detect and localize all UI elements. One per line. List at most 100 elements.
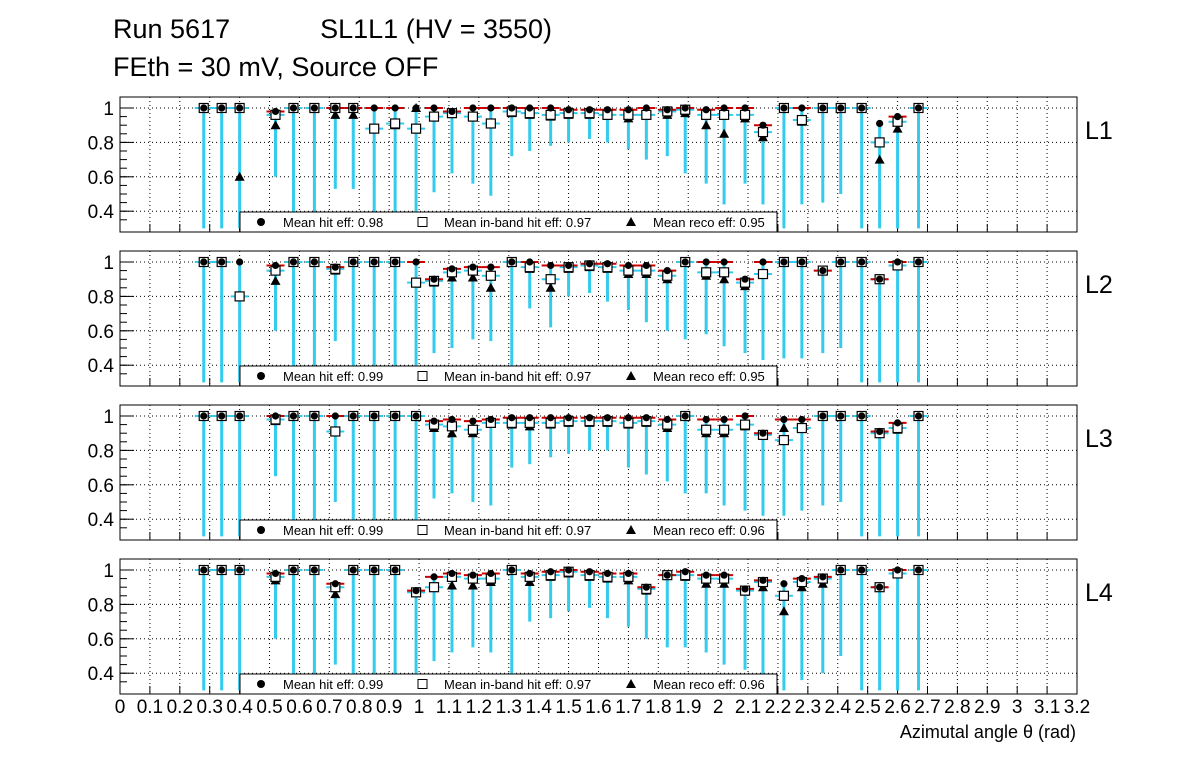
hit-marker	[876, 275, 884, 283]
hit-marker	[236, 412, 244, 420]
inband-marker	[641, 109, 652, 120]
hit-marker	[331, 104, 339, 112]
legend-reco-marker	[626, 217, 636, 226]
y-tick-label: 1	[103, 99, 114, 120]
hit-marker	[624, 414, 633, 422]
hit-marker	[702, 258, 710, 266]
hit-marker	[819, 412, 827, 420]
x-tick-label: 2.9	[974, 697, 1000, 718]
hit-marker	[741, 412, 749, 420]
hit-marker	[585, 260, 594, 268]
reco-marker	[330, 589, 341, 599]
x-tick-label: 1.9	[675, 697, 701, 718]
hit-marker	[642, 414, 650, 422]
y-tick-label: 0.8	[88, 133, 114, 154]
hit-marker	[547, 568, 555, 576]
hit-marker	[876, 427, 884, 436]
hit-marker	[642, 261, 650, 270]
inband-marker	[701, 424, 712, 435]
reco-marker	[330, 109, 341, 119]
inband-marker	[701, 267, 712, 278]
y-tick-label: 0.8	[88, 595, 114, 616]
hit-marker	[642, 104, 650, 112]
hit-marker	[858, 104, 866, 112]
reco-marker	[234, 171, 245, 181]
hit-marker	[720, 104, 728, 112]
legend-inband-marker	[417, 371, 428, 381]
hit-marker	[585, 568, 594, 576]
hit-marker	[218, 412, 226, 420]
reco-marker	[467, 580, 478, 590]
hit-marker	[564, 106, 573, 114]
x-tick-label: 2.6	[884, 697, 910, 718]
hit-marker	[893, 419, 902, 427]
hit-marker	[349, 566, 357, 574]
legend-reco-label: Mean reco eff: 0.96	[653, 523, 765, 538]
x-tick-label: 2.4	[825, 697, 852, 718]
hit-marker	[271, 569, 280, 578]
hit-marker	[893, 566, 902, 574]
hit-marker	[837, 258, 845, 266]
legend-reco-label: Mean reco eff: 0.96	[653, 677, 765, 692]
y-tick-label: 0.6	[88, 322, 114, 343]
hit-marker	[391, 258, 399, 266]
hit-marker	[858, 566, 866, 574]
hit-marker	[681, 412, 689, 420]
hit-marker	[780, 104, 788, 112]
inband-marker	[757, 268, 769, 280]
legend-hit-marker	[257, 218, 265, 226]
hit-marker	[681, 104, 689, 112]
hit-marker	[759, 576, 767, 584]
panel-l4: 0.4 0.6 0.8 1 L4 Mean hit eff: 0.99 Mean in-ba…	[88, 558, 1113, 695]
inband-marker	[410, 277, 422, 288]
hit-marker	[603, 414, 612, 422]
y-tick-label: 0.4	[88, 664, 115, 685]
hit-marker	[526, 258, 534, 266]
hit-marker	[780, 415, 788, 424]
hit-marker	[876, 583, 884, 591]
x-tick-label: 1.1	[436, 697, 462, 718]
legend-inband-label: Mean in-band hit eff: 0.97	[444, 523, 591, 538]
hit-marker	[526, 104, 534, 112]
legend-box	[239, 673, 778, 695]
inband-marker	[467, 424, 478, 435]
x-tick-label: 1.8	[645, 697, 671, 718]
x-tick-label: 1	[414, 697, 425, 718]
inband-marker	[757, 126, 769, 138]
hit-marker	[819, 104, 827, 112]
title-threshold-label: FEth = 30 mV, Source OFF	[113, 52, 439, 82]
hit-marker	[837, 104, 845, 112]
x-tick-label: 1.5	[555, 697, 581, 718]
panel-l2: 0.4 0.6 0.8 1 L2 Mean hit eff: 0.99 Mean in-ba…	[88, 250, 1113, 387]
hit-marker	[487, 415, 495, 424]
reco-marker	[446, 580, 457, 590]
x-axis-title: Azimutal angle θ (rad)	[900, 722, 1076, 742]
hit-marker	[508, 414, 516, 422]
hit-marker	[564, 261, 573, 270]
hit-marker	[720, 415, 728, 424]
hit-marker	[236, 566, 244, 574]
legend-inband-marker	[417, 217, 428, 227]
legend-reco-marker	[626, 679, 636, 688]
x-tick-label: 0	[115, 697, 126, 718]
hit-marker	[430, 573, 438, 581]
hit-marker	[759, 121, 767, 129]
x-tick-label: 1.6	[585, 697, 611, 718]
hit-marker	[391, 412, 399, 420]
hit-marker	[469, 417, 477, 425]
hit-marker	[200, 104, 208, 112]
inband-marker	[428, 582, 440, 593]
hit-marker	[663, 106, 671, 114]
hit-marker	[487, 569, 495, 578]
inband-marker	[446, 421, 458, 432]
hit-marker	[819, 267, 827, 275]
inband-marker	[330, 426, 341, 437]
hit-marker	[702, 106, 710, 114]
x-tick-label: 2	[713, 697, 724, 718]
hit-marker	[236, 258, 244, 266]
hit-marker	[349, 412, 357, 420]
panel-label-l1: L1	[1085, 117, 1113, 145]
hit-marker	[914, 258, 923, 266]
hit-marker	[349, 258, 357, 266]
